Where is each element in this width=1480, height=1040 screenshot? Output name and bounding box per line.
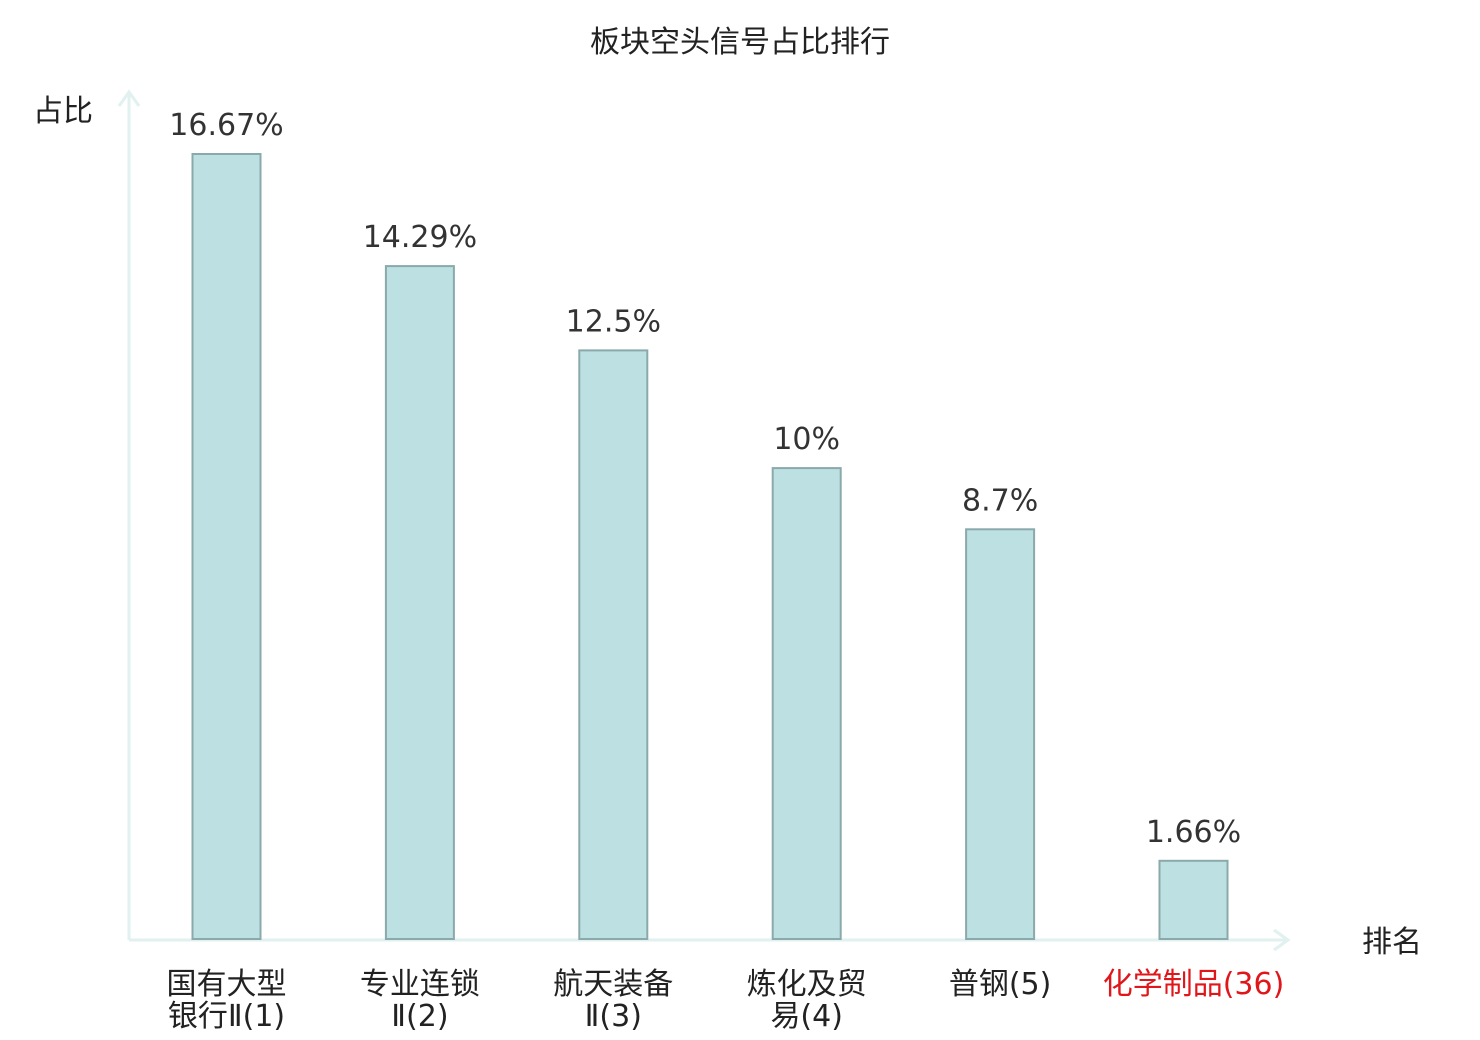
y-axis-label: 占比 [33,94,93,129]
bar-value-label: 10% [773,422,840,457]
category-labels-group: 国有大型银行Ⅱ(1) 专业连锁 Ⅱ(2) 航天装备 Ⅱ(3) 炼化及贸易(4) 普钢(5) 化… [167,967,1285,1034]
axes [117,89,1291,952]
category-tick-label: 航天装备 Ⅱ(3) [553,967,673,1034]
x-axis-label: 排名 [1362,925,1422,960]
bar [578,349,649,940]
category-tick-label: 普钢(5) [949,967,1052,1002]
category-tick-label: 国有大型银行Ⅱ(1) [167,967,287,1034]
category-tick-label: 炼化及贸易(4) [747,967,867,1034]
y-axis-arrowhead [117,89,141,107]
bars-group [191,153,1229,941]
bar [191,153,262,940]
bar-value-label: 12.5% [566,304,661,339]
chart-title: 板块空头信号占比排行 [590,25,890,60]
category-tick-label: 化学制品(36) [1103,967,1285,1002]
bar-value-label: 14.29% [363,220,477,255]
bar [965,528,1036,940]
bar [771,467,842,940]
bar-value-label: 1.66% [1146,815,1241,850]
category-tick-label: 专业连锁 Ⅱ(2) [360,967,480,1034]
bar-value-label: 8.7% [962,483,1038,518]
x-axis-arrowhead [1273,928,1291,952]
bar [1158,859,1229,940]
bar-value-label: 16.67% [169,108,283,143]
value-labels-group: 16.67% 14.29% 12.5% 10% 8.7% 1.66% [169,108,1241,850]
bar [384,265,455,941]
